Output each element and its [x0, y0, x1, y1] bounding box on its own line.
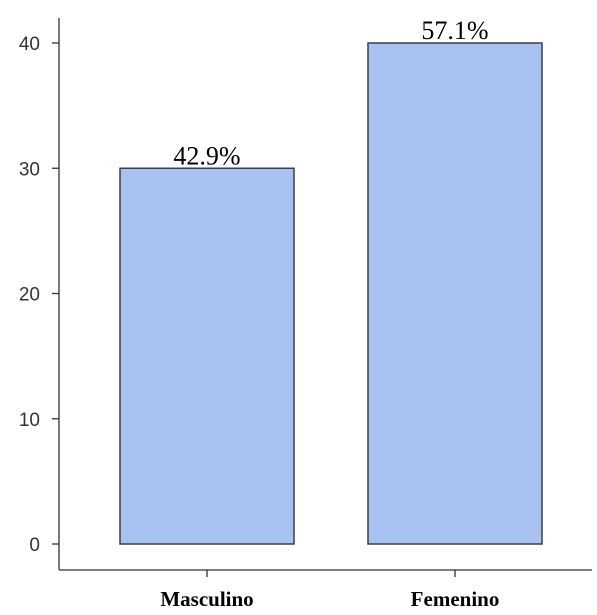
x-tick-label-femenino: Femenino	[411, 587, 500, 611]
y-tick-label: 30	[19, 159, 40, 180]
bars	[119, 42, 543, 545]
x-tick-labels: Masculino Femenino	[160, 587, 499, 611]
y-tick-label: 0	[29, 535, 40, 556]
bar-masculino	[119, 167, 295, 545]
data-label-femenino: 57.1%	[421, 16, 488, 45]
y-tick-label: 40	[19, 34, 40, 55]
data-label-masculino: 42.9%	[173, 141, 240, 170]
x-tick-label-masculino: Masculino	[160, 587, 253, 611]
data-labels: 42.9% 57.1%	[173, 16, 488, 170]
y-tick-label: 10	[19, 410, 40, 431]
y-tick-label: 20	[19, 285, 40, 306]
y-axis: 0 10 20 30 40	[19, 18, 60, 570]
bar-femenino	[367, 42, 543, 545]
x-axis	[59, 569, 592, 577]
